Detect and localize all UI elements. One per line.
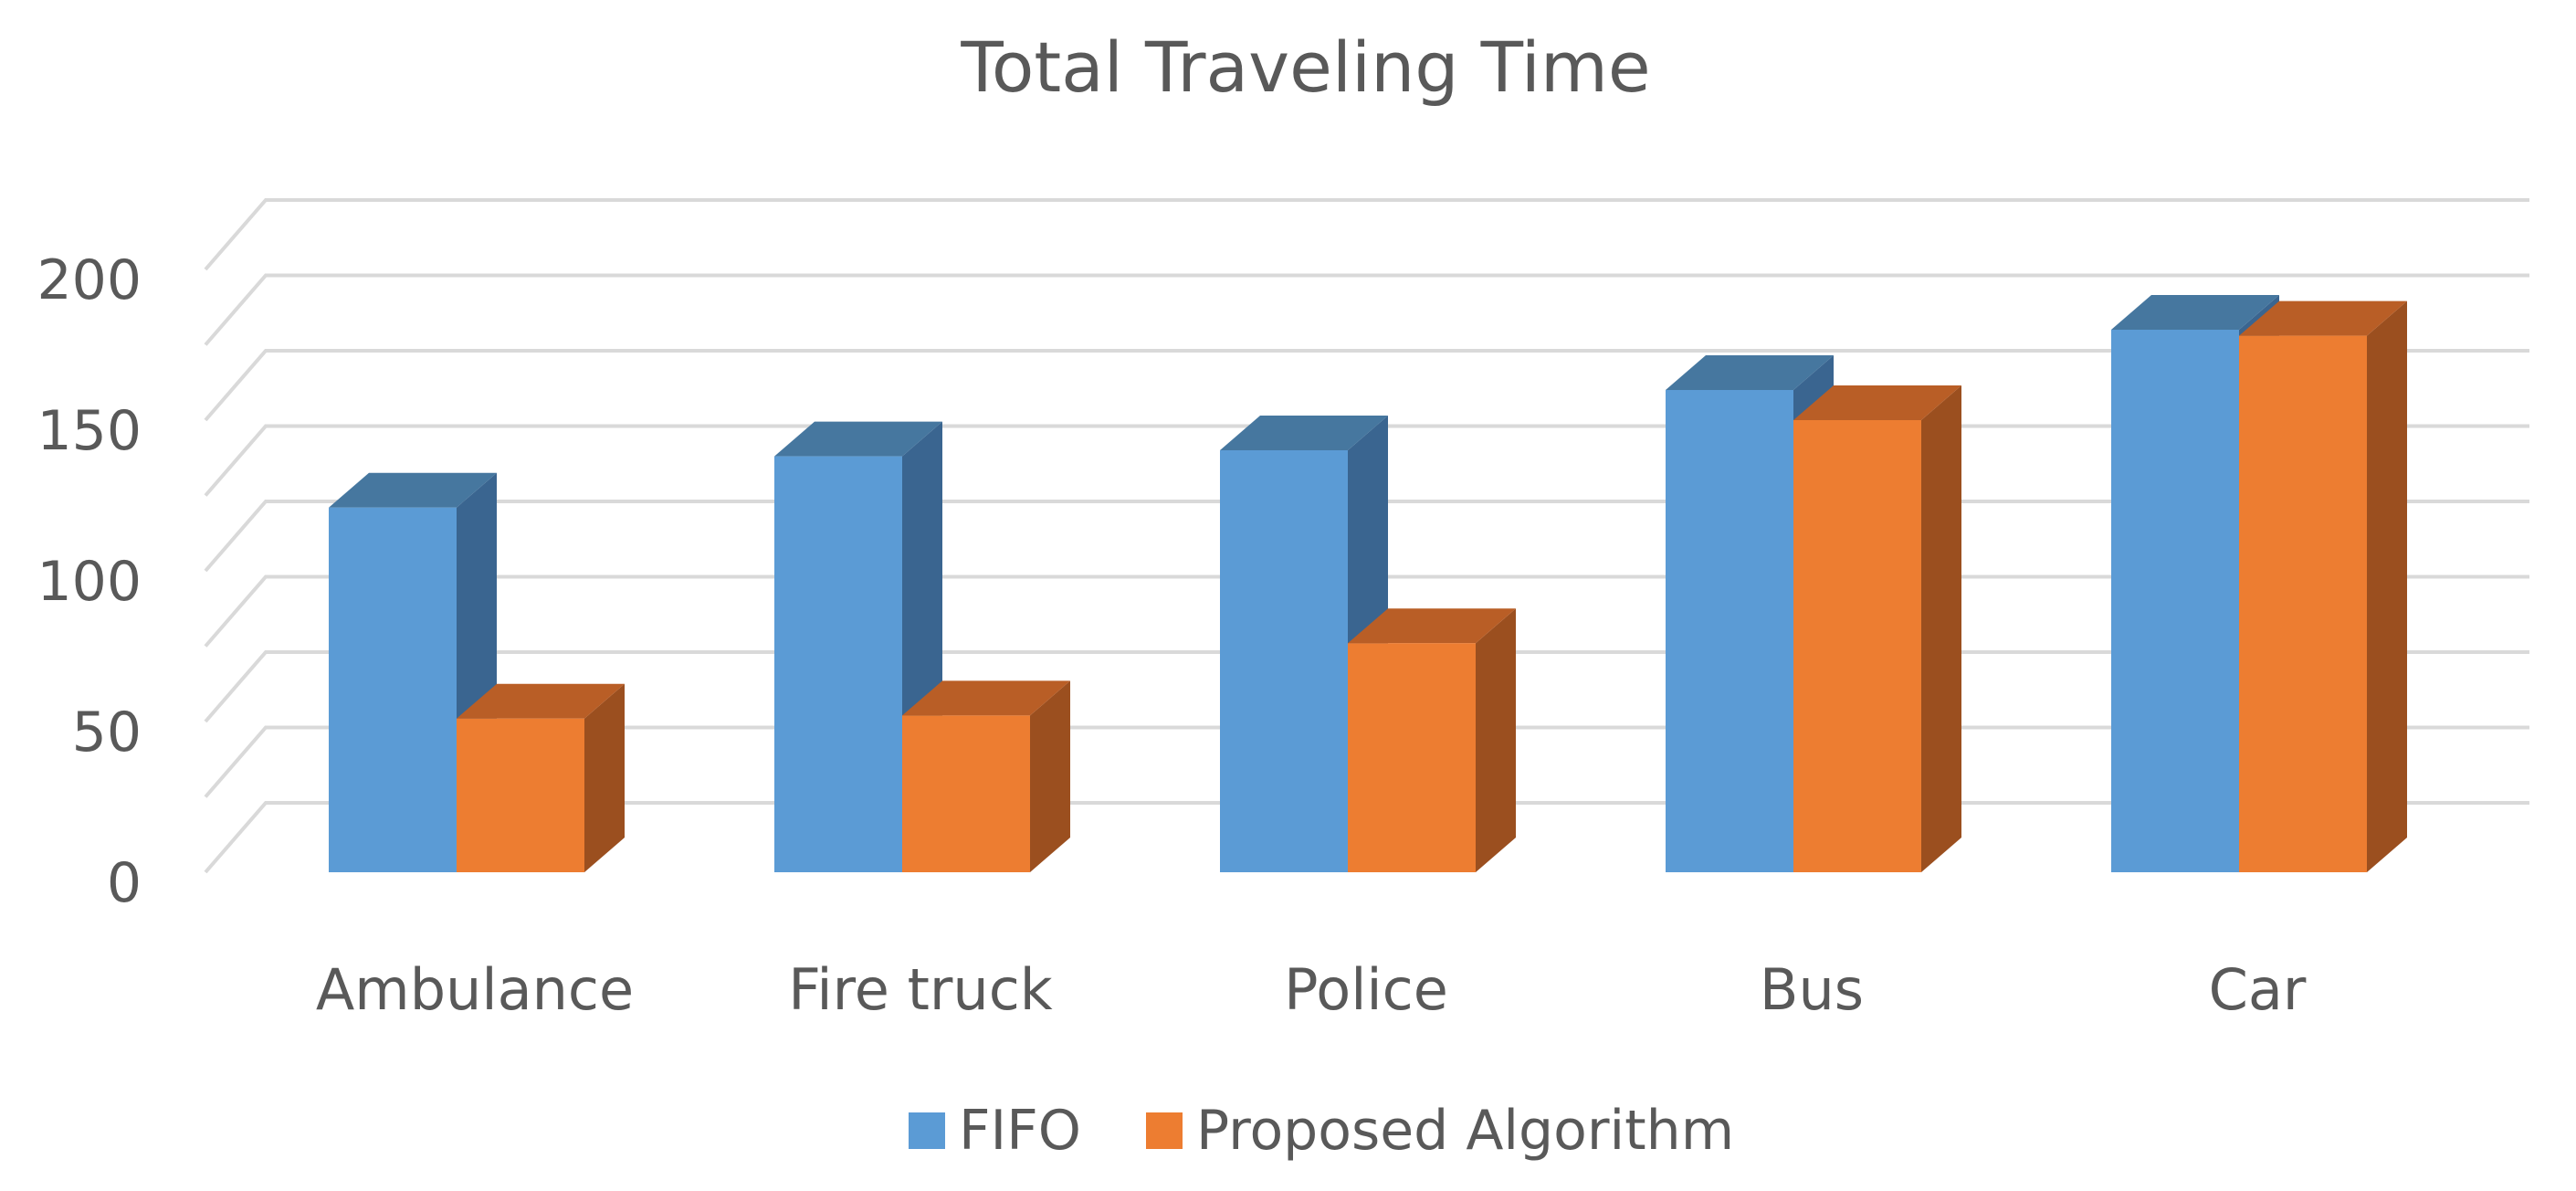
legend: FIFO Proposed Algorithm — [909, 1099, 1734, 1163]
bars — [329, 295, 2407, 873]
bar-front — [1793, 420, 1921, 872]
gridlines — [204, 198, 2529, 874]
bar-side — [1476, 608, 1516, 872]
bar-proposed-bus — [1793, 385, 1961, 872]
bar-proposed-car — [2239, 300, 2407, 873]
x-axis-categories: Ambulance Fire truck Police Bus Car — [316, 956, 2307, 1023]
bar-side — [1921, 385, 1961, 872]
legend-label-fifo: FIFO — [959, 1099, 1081, 1163]
y-tick-label: 0 — [107, 851, 142, 915]
x-category-label: Bus — [1760, 956, 1864, 1023]
bar-front — [329, 507, 457, 872]
bar-proposed-fire-truck — [902, 680, 1070, 872]
bar-proposed-ambulance — [457, 683, 625, 872]
bar-top — [2111, 295, 2279, 330]
legend-swatch-proposed — [1146, 1112, 1183, 1149]
gridline — [204, 273, 2529, 346]
bar-top — [457, 683, 625, 719]
x-category-label: Fire truck — [788, 956, 1053, 1023]
y-tick-label: 100 — [37, 550, 142, 614]
bar-front — [774, 456, 902, 872]
legend-label-proposed: Proposed Algorithm — [1196, 1099, 1734, 1163]
bar-front — [1348, 643, 1476, 872]
y-axis-ticks: 0 50 100 150 200 — [37, 248, 142, 915]
chart-title: Total Traveling Time — [960, 26, 1650, 108]
bar-top — [1666, 355, 1834, 390]
bar-top — [1793, 385, 1961, 420]
bar-top — [902, 680, 1070, 716]
bar-side — [1030, 680, 1070, 872]
y-tick-label: 50 — [72, 701, 142, 764]
x-category-label: Police — [1284, 956, 1448, 1023]
x-category-label: Car — [2209, 956, 2307, 1023]
bar-proposed-police — [1348, 608, 1516, 872]
bar-front — [1220, 450, 1348, 872]
legend-swatch-fifo — [909, 1112, 945, 1149]
bar-side — [2367, 300, 2407, 873]
y-tick-label: 200 — [37, 248, 142, 312]
y-tick-label: 150 — [37, 399, 142, 463]
bar-top — [2239, 300, 2407, 336]
bar-front — [2239, 335, 2367, 873]
bar-top — [1220, 416, 1388, 450]
gridline — [204, 198, 2529, 271]
bar-top — [1348, 608, 1516, 644]
x-category-label: Ambulance — [316, 956, 634, 1023]
bar-top — [774, 421, 942, 457]
bar-front — [457, 718, 584, 872]
bar-front — [2111, 330, 2239, 872]
bar-top — [329, 472, 497, 508]
bar-front — [1666, 390, 1793, 872]
bar-side — [584, 683, 625, 872]
gridline — [204, 349, 2529, 422]
bar-front — [902, 715, 1030, 872]
